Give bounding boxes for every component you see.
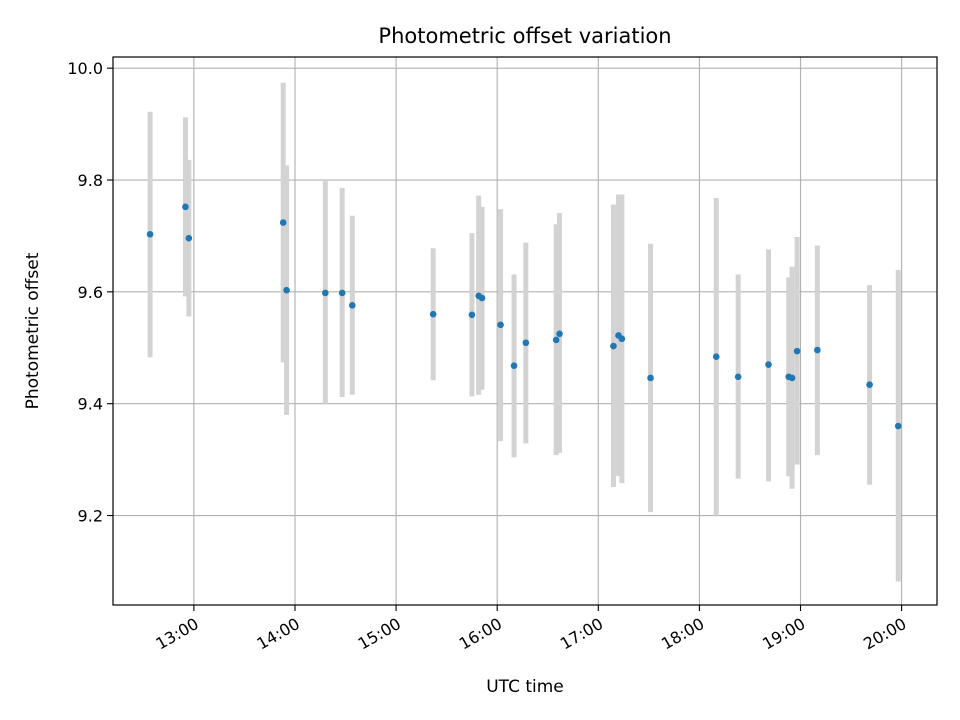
y-axis: 9.2 9.4 9.6 9.8 10.0 (67, 59, 113, 526)
data-point (146, 230, 154, 238)
data-point (866, 381, 873, 388)
data-point (552, 336, 560, 344)
data-points (146, 203, 902, 430)
data-point (734, 373, 742, 381)
data-point (338, 289, 346, 297)
data-point (348, 301, 356, 309)
data-point (468, 311, 476, 319)
data-point (497, 321, 504, 329)
data-point (510, 362, 518, 369)
y-tick-label: 9.6 (78, 283, 103, 302)
data-point (429, 310, 437, 318)
data-point (793, 347, 801, 355)
y-tick-label: 9.4 (78, 395, 103, 414)
data-point (283, 286, 290, 294)
data-point (182, 203, 189, 211)
data-point (478, 294, 486, 302)
chart-title: Photometric offset variation (378, 24, 671, 48)
plot-frame (112, 56, 938, 606)
x-axis-label: UTC time (486, 677, 564, 697)
data-point (712, 353, 720, 361)
data-point (279, 219, 287, 226)
y-axis-label: Photometric offset (23, 252, 43, 409)
data-point (556, 330, 563, 338)
data-point (522, 339, 530, 347)
y-tick-label: 10.0 (67, 59, 103, 78)
data-point (814, 346, 821, 354)
data-point (894, 422, 902, 430)
data-point (610, 342, 617, 350)
y-tick-label: 9.2 (78, 507, 103, 526)
data-point (185, 234, 193, 242)
data-point (322, 289, 329, 297)
data-point (647, 374, 654, 382)
data-point (788, 374, 796, 382)
data-point (765, 361, 772, 368)
y-tick-label: 9.8 (78, 171, 103, 190)
data-point (618, 335, 626, 343)
